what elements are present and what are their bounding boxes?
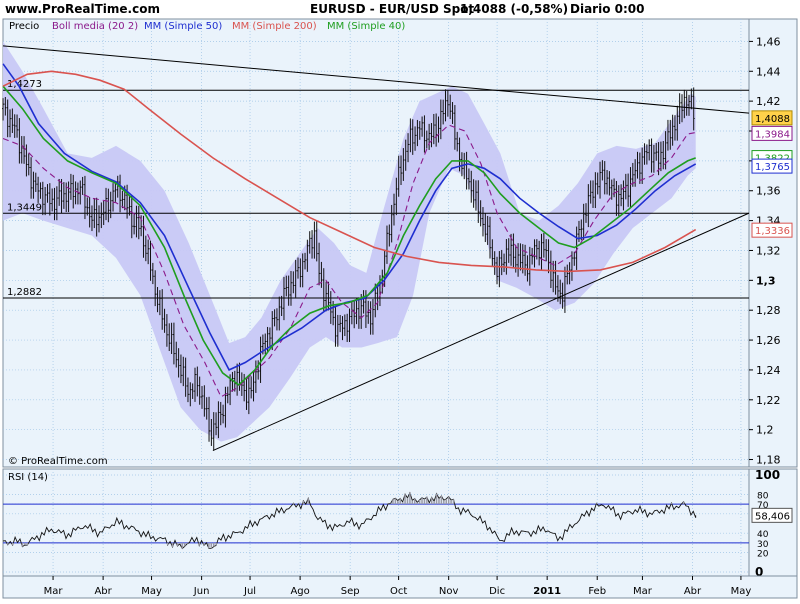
rsi-y-tick-label: 40 (757, 530, 769, 540)
rsi-y-tick-label: 20 (757, 550, 769, 560)
price-tag-label: 1,3984 (755, 129, 790, 140)
x-tick-label: Dic (489, 586, 505, 597)
x-tick-label: Mar (44, 586, 64, 597)
legend-item: Precio (9, 21, 39, 32)
y-axis-panel (748, 18, 798, 468)
price-tag-label: 1,3336 (755, 226, 790, 237)
trendlines (2, 45, 750, 452)
x-tick-label: 2011 (533, 586, 561, 597)
level-label: 1,3449 (7, 202, 42, 213)
series-line-mm-simple-50 (2, 63, 697, 371)
rsi-series (2, 491, 749, 550)
x-tick-label: Oct (390, 586, 407, 597)
level-label: 1,2882 (7, 287, 42, 298)
rsi-y-tick-label: 30 (757, 540, 769, 550)
y-tick-label: 1,26 (756, 334, 781, 347)
instrument-title: EURUSD - EUR/USD Spot (310, 2, 474, 16)
y-tick-label: 1,32 (756, 244, 781, 257)
level-label: 1,4273 (7, 79, 42, 90)
price-tag-box (751, 222, 793, 238)
bollinger-band (3, 41, 696, 442)
x-tick-label: Feb (588, 586, 606, 597)
series-line-boll-media-20-2 (2, 124, 696, 398)
rsi-title: RSI (14) (8, 472, 48, 483)
y-tick-label: 1,18 (756, 454, 781, 467)
price-tag-box (751, 125, 793, 141)
last-price: 1,4088 (-0,58%) (460, 2, 568, 16)
legend: Precio Boll media (20 2) MM (Simple 50) … (9, 21, 405, 32)
y-tick-label: 1,22 (756, 394, 781, 407)
rsi-panel (2, 468, 750, 577)
x-axis-ticks: Mar Abr May Jun Jul Ago Sep Oct Nov Dic 2011 Feb Mar… (44, 576, 752, 597)
series-line-mm-simple-40 (2, 85, 696, 386)
x-tick-label: May (731, 586, 752, 597)
x-tick-label: Abr (94, 586, 112, 597)
x-tick-label: Jul (243, 586, 256, 597)
series-line-mm-simple-200 (2, 70, 697, 273)
x-axis-panel (2, 575, 798, 599)
price-series (2, 63, 697, 451)
legend-item: MM (Simple 40) (327, 21, 405, 32)
watermark: © ProRealTime.com (8, 456, 108, 467)
rsi-y-tick-label: 70 (757, 501, 769, 511)
y-tick-label: 1,28 (756, 304, 781, 317)
x-tick-label: Sep (341, 586, 360, 597)
trendline (2, 45, 750, 114)
price-tag-box (751, 110, 793, 126)
x-tick-label: May (141, 586, 162, 597)
x-tick-label: Jun (193, 586, 210, 597)
y-tick-label: 1,44 (756, 65, 781, 78)
price-tag-box (751, 158, 793, 174)
price-tag-label: 1,3765 (755, 162, 790, 173)
rsi-current-box (751, 507, 793, 523)
x-tick-label: Ago (290, 586, 309, 597)
x-tick-label: Abr (684, 586, 702, 597)
x-tick-label: Nov (439, 586, 459, 597)
rsi-y-tick-label: 0 (755, 565, 763, 579)
y-tick-label: 1,2 (756, 424, 774, 437)
trendline (212, 212, 750, 452)
price-tag-label: 1,4088 (755, 114, 790, 125)
rsi-current-label: 58,406 (755, 511, 790, 522)
legend-item: MM (Simple 200) (232, 21, 317, 32)
rsi-y-tick-label: 80 (757, 491, 769, 501)
y-tick-label: 1,42 (756, 95, 781, 108)
rsi-line (2, 491, 697, 550)
rsi-y-tick-label: 100 (755, 468, 780, 482)
rsi-y-ticks: 100807060403020058,406 (751, 468, 793, 579)
legend-item: MM (Simple 50) (144, 21, 222, 32)
site-title[interactable]: www.ProRealTime.com (5, 2, 160, 16)
y-tick-label: 1,36 (756, 185, 781, 198)
y-tick-label: 1,46 (756, 35, 781, 48)
legend-item: Boll media (20 2) (52, 21, 138, 32)
period-label: Diario 0:00 (570, 2, 644, 16)
bollinger-band-area (3, 41, 696, 442)
y-tick-label: 1,24 (756, 364, 781, 377)
x-tick-label: Mar (633, 586, 653, 597)
y-tick-label: 1,3 (756, 274, 776, 287)
